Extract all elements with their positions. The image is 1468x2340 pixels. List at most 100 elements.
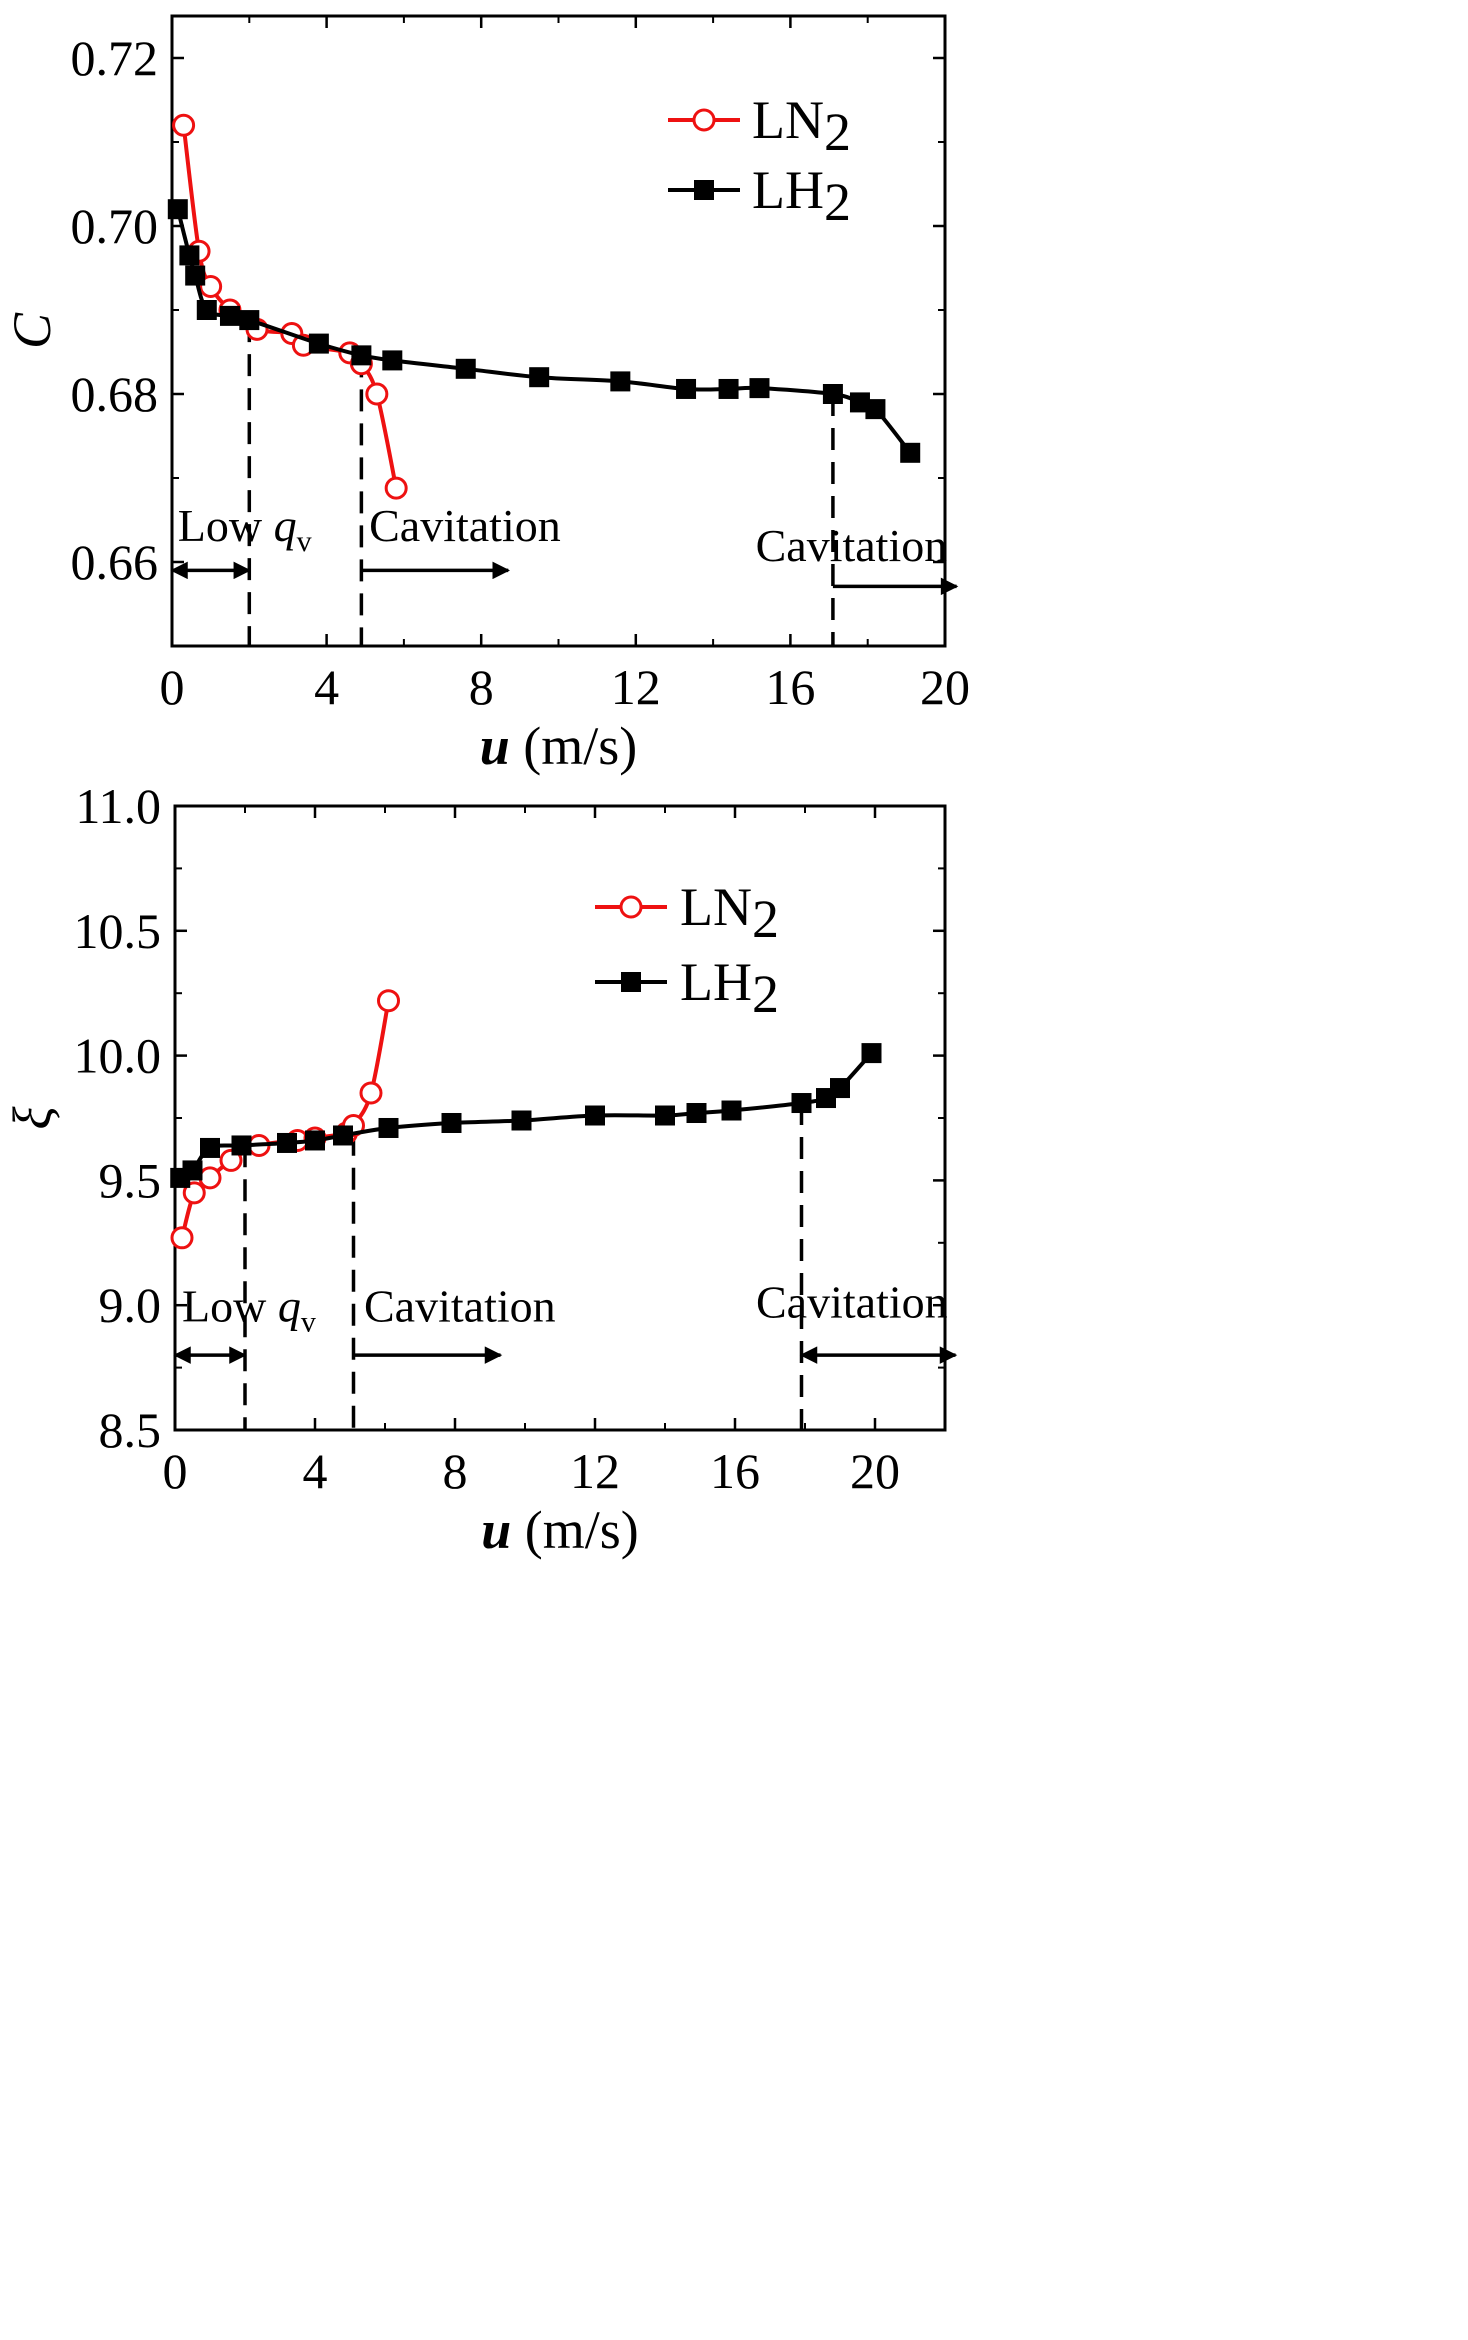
data-point-LH2 [455, 358, 476, 379]
y-axis-label: C [2, 312, 62, 349]
y-tick-label: 8.5 [99, 1402, 162, 1458]
x-tick-label: 8 [469, 659, 494, 715]
data-point-LH2 [529, 367, 550, 388]
x-tick-label: 12 [611, 659, 661, 715]
legend-marker [694, 180, 714, 200]
data-point-LH2 [865, 399, 886, 420]
x-tick-label: 16 [710, 1443, 760, 1499]
series-line-LH2 [175, 208, 912, 455]
x-axis-label: u (m/s) [481, 1500, 639, 1560]
x-axis-var: u [481, 1500, 511, 1560]
data-point-LH2 [351, 345, 372, 366]
data-point-LH2 [182, 1160, 203, 1181]
annotation-var: q [274, 500, 297, 551]
x-tick-label: 20 [920, 659, 970, 715]
data-point-LN2 [384, 476, 408, 500]
y-tick-label: 0.66 [71, 534, 159, 590]
annotation-text: Cavitation [756, 1277, 948, 1328]
data-point-LH2 [382, 350, 403, 371]
annotation-text: Cavitation [364, 1280, 556, 1331]
y-axis-label: ξ [2, 1106, 62, 1130]
data-point-LH2 [676, 378, 697, 399]
y-tick-label: 0.70 [71, 198, 159, 254]
annotation: Cavitation [756, 1277, 948, 1328]
annotation-text: Cavitation [756, 520, 948, 571]
annotation: Low qv [178, 500, 312, 558]
data-point-LH2 [655, 1105, 675, 1126]
legend-label-main: LH [680, 952, 752, 1012]
data-point-LH2 [749, 378, 770, 399]
y-tick-label: 0.68 [71, 366, 159, 422]
data-point-LH2 [861, 1043, 882, 1064]
legend-item-LN2: LN2 [595, 877, 779, 949]
chart-bottom: 0 4 8 12 16 20 8.5 9.0 9.5 10.0 10.5 11.0 u (m/s) ξ Lo… [2, 778, 958, 1560]
legend-label-main: LH [752, 160, 824, 220]
annotation-var: q [278, 1280, 301, 1331]
annotation: Low qv [182, 1280, 316, 1338]
data-point-LH2 [610, 371, 631, 392]
data-point-LN2 [377, 989, 400, 1013]
dashed-lines [247, 320, 835, 646]
data-point-LN2 [172, 113, 196, 137]
annotation: Cavitation [369, 500, 561, 551]
data-point-LN2 [199, 274, 223, 298]
data-point-LH2 [305, 1130, 325, 1151]
x-axis-unit: (m/s) [511, 1500, 639, 1560]
x-tick-label: 0 [160, 659, 185, 715]
annotation-text: Low [182, 1280, 278, 1331]
x-ticks: 0 4 8 12 16 20 [163, 806, 900, 1499]
annotation: Cavitation [756, 520, 948, 571]
data-point-LH2 [308, 333, 329, 354]
data-point-LH2 [219, 305, 240, 326]
annotation-text: Cavitation [369, 500, 561, 551]
data-point-LH2 [721, 1100, 742, 1121]
data-point-LH2 [830, 1078, 850, 1099]
legend-label-sub: 2 [752, 889, 779, 949]
annotation-sub: v [297, 525, 312, 558]
legend-label-sub: 2 [752, 964, 779, 1024]
legend-label: LN2 [752, 90, 851, 162]
x-tick-label: 4 [314, 659, 339, 715]
data-point-LH2 [333, 1125, 353, 1146]
arrows [170, 561, 959, 596]
series-LH2 [167, 199, 921, 463]
y-tick-label: 0.72 [71, 30, 159, 86]
legend-label-sub: 2 [824, 172, 851, 232]
y-ticks: 0.66 0.68 0.70 0.72 [71, 30, 945, 590]
annotation: Cavitation [364, 1280, 556, 1331]
data-point-LH2 [585, 1105, 605, 1126]
data-point-LH2 [231, 1135, 252, 1156]
x-tick-label: 20 [850, 1443, 900, 1499]
legend-marker [621, 972, 641, 992]
y-tick-label: 9.0 [99, 1277, 162, 1333]
y-tick-label: 11.0 [75, 778, 161, 834]
legend-item-LH2: LH2 [595, 952, 779, 1024]
data-point-LN2 [198, 1166, 222, 1190]
dashed-lines [243, 1103, 804, 1430]
series-LN2 [170, 989, 400, 1250]
data-point-LH2 [686, 1103, 707, 1124]
x-tick-label: 16 [765, 659, 815, 715]
x-tick-label: 0 [163, 1443, 188, 1499]
legend-label-sub: 2 [824, 102, 851, 162]
data-point-LH2 [822, 384, 843, 404]
data-point-LH2 [441, 1112, 462, 1133]
legend-label: LH2 [680, 952, 779, 1024]
annotation-sub: v [301, 1305, 316, 1338]
x-tick-label: 8 [443, 1443, 468, 1499]
legend-label-main: LN [752, 90, 824, 150]
legend-item-LN2: LN2 [668, 90, 851, 162]
y-tick-label: 10.0 [74, 1028, 162, 1084]
legend-label-main: LN [680, 877, 752, 937]
annotations: Low qv Cavitation Cavitation [178, 500, 947, 571]
legend-marker [692, 108, 716, 132]
y-tick-label: 10.5 [74, 903, 162, 959]
x-axis-unit: (m/s) [510, 716, 638, 776]
legend-item-LH2: LH2 [668, 160, 851, 232]
annotation-text: Low [178, 500, 274, 551]
data-point-LH2 [277, 1132, 297, 1153]
x-tick-label: 12 [570, 1443, 620, 1499]
x-axis-label: u (m/s) [480, 716, 638, 776]
